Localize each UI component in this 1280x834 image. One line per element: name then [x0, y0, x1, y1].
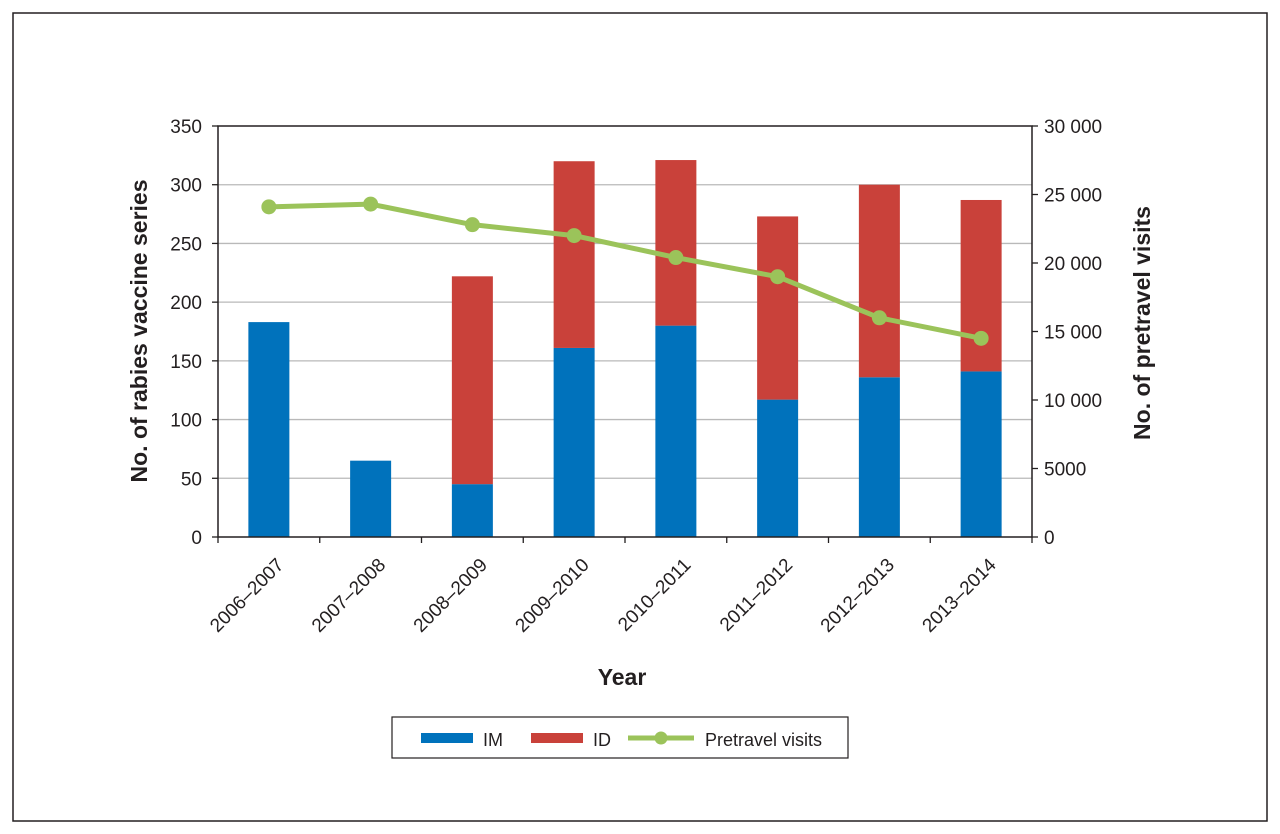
y2-tick-labels: 0 5000 10 000 15 000 20 000 25 000 30 000 [1032, 117, 1102, 549]
y2-tick-label: 15 000 [1044, 323, 1102, 344]
y2-tick-label: 25 000 [1044, 186, 1102, 207]
y2-tick-label: 30 000 [1044, 117, 1102, 138]
line-pretravel-visits [266, 201, 984, 341]
y2-tick-label: 5000 [1044, 460, 1086, 481]
legend-box [391, 716, 849, 759]
x-axis-title: Year [598, 664, 647, 690]
legend: IM ID Pretravel visits [391, 716, 849, 759]
y-tick-label: 50 [181, 469, 202, 490]
y-tick-label: 0 [191, 528, 202, 549]
bar-im-2011-2012 [757, 399, 799, 537]
y-tick-label: 200 [170, 293, 202, 314]
bar-id-2011-2012 [757, 216, 799, 400]
y-tick-label: 250 [170, 234, 202, 255]
point-pretravel-visits-2006-2007 [261, 199, 277, 215]
bar-im-2009-2010 [553, 347, 595, 537]
y-tick-label: 150 [170, 352, 202, 373]
legend-label-pretravel-visits: Pretravel visits [705, 730, 822, 750]
bar-id-2008-2009 [451, 276, 493, 485]
legend-swatch-im [421, 733, 473, 743]
bars [248, 160, 1002, 537]
legend-label-id: ID [593, 730, 611, 750]
figure-frame [12, 12, 1268, 822]
point-pretravel-visits-2008-2009 [464, 217, 480, 233]
y2-axis-title: No. of pretravel visits [1129, 206, 1155, 440]
point-pretravel-visits-2013-2014 [973, 330, 989, 346]
line-series [261, 196, 989, 346]
legend-swatch-pretravel-marker [654, 731, 668, 745]
y2-tick-label: 10 000 [1044, 391, 1102, 412]
y-tick-label: 350 [170, 117, 202, 138]
bar-im-2013-2014 [960, 371, 1002, 537]
point-pretravel-visits-2011-2012 [770, 269, 786, 285]
bar-id-2010-2011 [655, 160, 697, 326]
y-axis-title: No. of rabies vaccine series [126, 180, 152, 483]
y-tick-labels: 0 50 100 150 200 250 300 350 [170, 117, 218, 549]
point-pretravel-visits-2007-2008 [363, 196, 379, 212]
legend-label-im: IM [483, 730, 503, 750]
point-pretravel-visits-2012-2013 [871, 310, 887, 326]
bar-im-2010-2011 [655, 325, 697, 537]
y-tick-label: 300 [170, 176, 202, 197]
y-tick-label: 100 [170, 411, 202, 432]
bar-id-2012-2013 [858, 184, 900, 378]
bar-im-2006-2007 [248, 322, 290, 537]
legend-swatch-id [531, 733, 583, 743]
point-pretravel-visits-2009-2010 [566, 228, 582, 244]
point-pretravel-visits-2010-2011 [668, 250, 684, 266]
bar-im-2012-2013 [858, 377, 900, 537]
bar-im-2007-2008 [350, 460, 392, 537]
bar-id-2009-2010 [553, 161, 595, 348]
bar-im-2008-2009 [451, 484, 493, 537]
y2-tick-label: 0 [1044, 528, 1055, 549]
y2-tick-label: 20 000 [1044, 254, 1102, 275]
